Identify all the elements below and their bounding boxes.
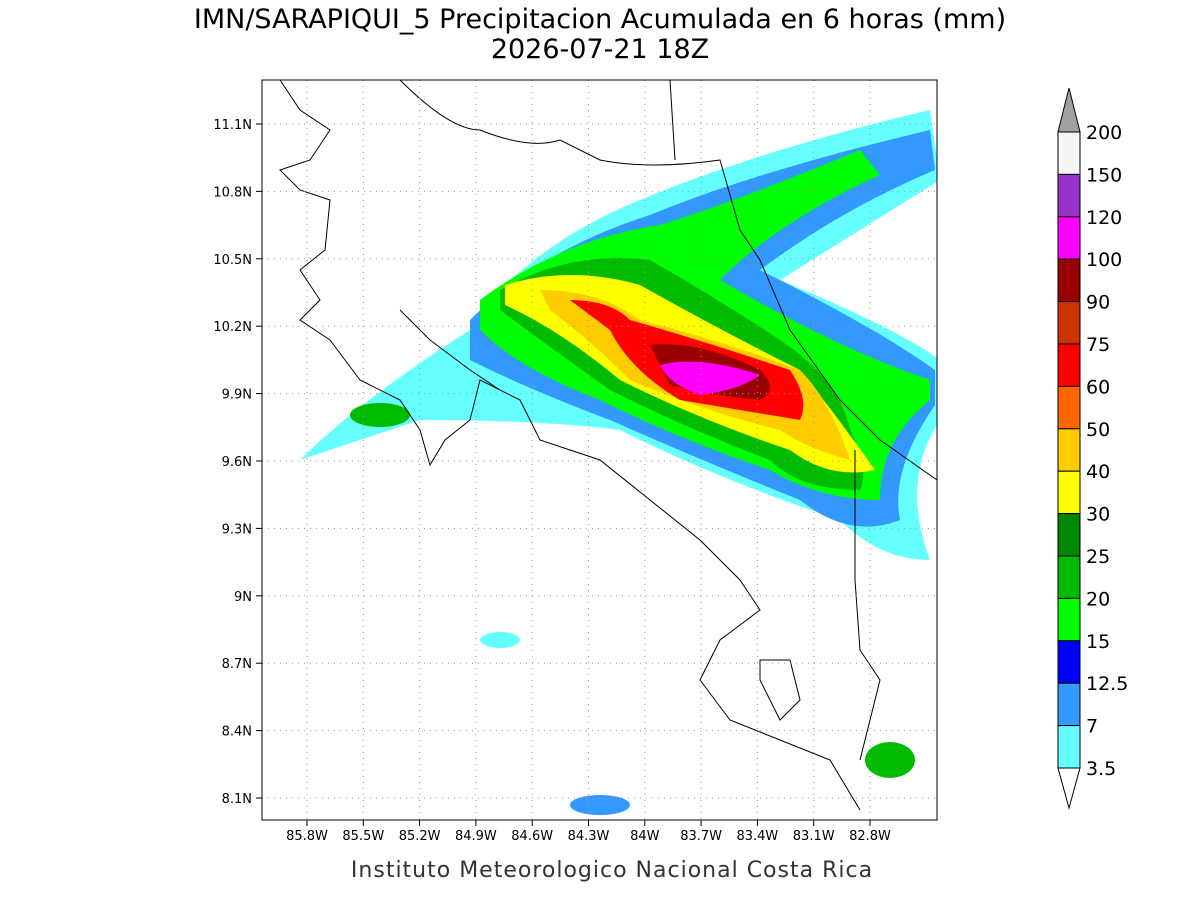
colorbar-box [1057, 555, 1081, 599]
lat-label: 10.2N [213, 320, 252, 335]
map-frame [261, 79, 938, 821]
lon-label: 84.9W [455, 829, 497, 844]
lat-label: 11.1N [213, 118, 252, 133]
colorbar-box [1057, 131, 1081, 175]
lat-label: 9.6N [222, 455, 252, 470]
lon-label: 83.7W [680, 829, 722, 844]
colorbar-box [1057, 725, 1081, 769]
colorbar-label: 120 [1086, 207, 1122, 229]
lat-label: 10.5N [213, 253, 252, 268]
colorbar-label: 15 [1086, 631, 1110, 653]
subtitle: 2026-07-21 18Z [491, 34, 709, 65]
colorbar-box [1057, 258, 1081, 303]
colorbar-label: 7 [1086, 716, 1098, 738]
colorbar-label: 50 [1086, 419, 1110, 441]
colorbar-box [1057, 385, 1081, 430]
colorbar-box [1057, 343, 1081, 387]
colorbar: 200 150 120 100 90 75 60 50 40 30 25 20 15 12.5 7 3.5 [1057, 87, 1128, 810]
footer: Instituto Meteorologico Nacional Costa R… [351, 858, 873, 883]
colorbar-box [1057, 428, 1081, 472]
colorbar-label: 90 [1086, 292, 1110, 314]
lat-label: 9.3N [222, 522, 252, 537]
colorbar-label: 200 [1086, 122, 1122, 144]
colorbar-label: 12.5 [1086, 673, 1128, 695]
lat-label: 9N [234, 590, 252, 605]
lon-label: 84.6W [511, 829, 553, 844]
lon-label: 85.8W [286, 829, 328, 844]
colorbar-label: 30 [1086, 504, 1110, 526]
colorbar-box [1057, 640, 1081, 684]
colorbar-box [1057, 173, 1081, 218]
colorbar-label: 60 [1086, 376, 1110, 398]
colorbar-box [1057, 470, 1081, 515]
colorbar-box [1057, 597, 1081, 642]
grid: 11.1N 10.8N 10.5N 10.2N 9.9N 9.6N 9.3N 9N 8.7N 8.… [213, 80, 937, 844]
colorbar-label: 25 [1086, 546, 1110, 568]
lon-label: 85.2W [399, 829, 441, 844]
lon-label: 83.4W [736, 829, 778, 844]
colorbar-box [1057, 682, 1081, 727]
colorbar-box [1057, 216, 1081, 260]
precip-field [300, 110, 937, 815]
lon-label: 82.8W [849, 829, 891, 844]
colorbar-label: 40 [1086, 461, 1110, 483]
colorbar-cap-top [1057, 87, 1081, 133]
lon-label: 84W [630, 829, 660, 844]
colorbar-cap-bottom [1057, 767, 1081, 810]
colorbar-label: 150 [1086, 164, 1122, 186]
lon-label: 84.3W [568, 829, 610, 844]
lat-label: 8.1N [222, 792, 252, 807]
title: IMN/SARAPIQUI_5 Precipitacion Acumulada … [194, 4, 1006, 35]
colorbar-box [1057, 301, 1081, 345]
lat-label: 8.7N [222, 657, 252, 672]
colorbar-box [1057, 513, 1081, 557]
colorbar-label: 75 [1086, 334, 1110, 356]
colorbar-label: 3.5 [1086, 758, 1116, 780]
colorbar-label: 100 [1086, 249, 1122, 271]
lat-label: 10.8N [213, 185, 252, 200]
colorbar-label: 20 [1086, 588, 1110, 610]
lon-label: 83.1W [793, 829, 835, 844]
lat-label: 8.4N [222, 725, 252, 740]
lon-label: 85.5W [342, 829, 384, 844]
lat-label: 9.9N [222, 388, 252, 403]
